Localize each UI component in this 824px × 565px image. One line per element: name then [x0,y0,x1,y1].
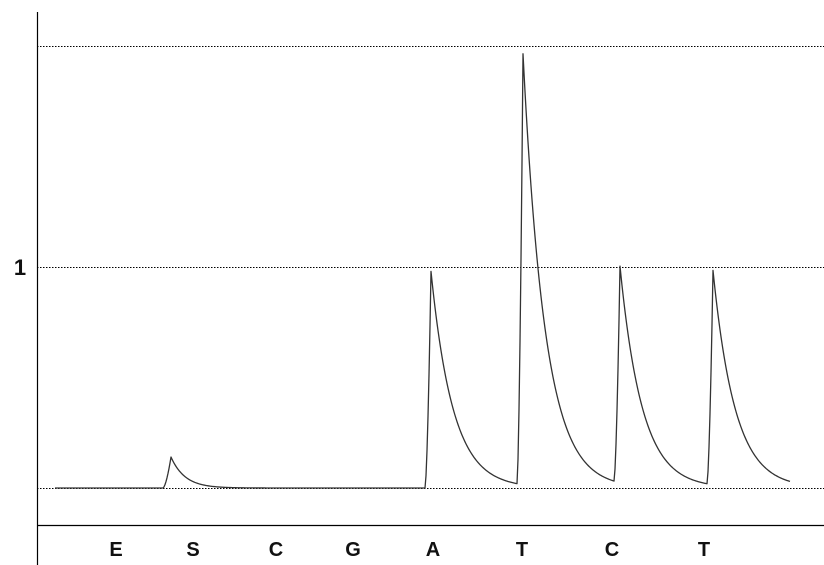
x-tick-label-0: E [109,539,122,561]
trace-layer [55,53,791,489]
x-tick-label-4: A [426,539,440,561]
y-tick-label-0: 1 [14,255,26,280]
x-tick-label-1: S [186,539,199,561]
signal-trace [55,53,791,489]
x-tick-label-6: C [605,539,619,561]
x-tick-label-7: T [698,539,710,561]
x-tick-label-5: T [516,539,528,561]
x-tick-label-3: G [345,539,361,561]
x-tick-label-2: C [269,539,283,561]
axes [36,12,824,565]
gridlines [37,46,824,489]
y-tick-labels: 1 [14,255,26,280]
